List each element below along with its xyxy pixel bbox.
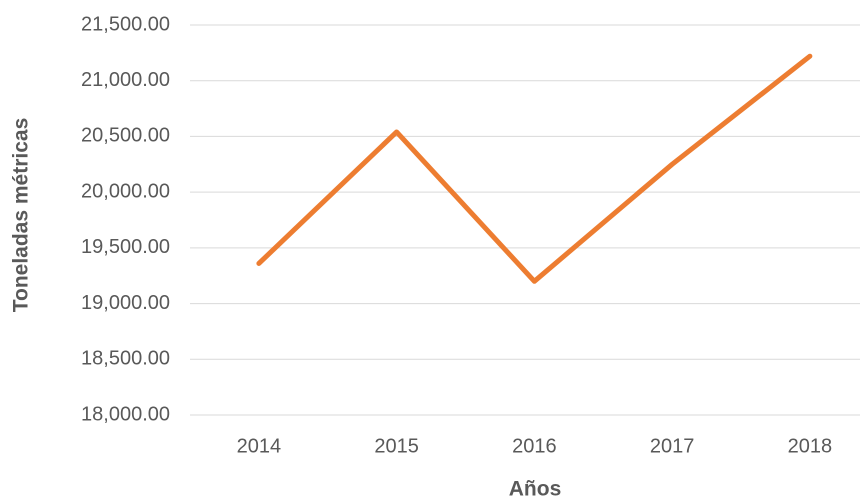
x-tick-label: 2018 [788, 435, 833, 457]
y-tick-label: 18,000.00 [81, 403, 170, 425]
x-tick-label: 2014 [237, 435, 282, 457]
y-tick-label: 21,500.00 [81, 13, 170, 35]
y-tick-label: 19,500.00 [81, 236, 170, 258]
x-tick-label: 2016 [512, 435, 557, 457]
line [256, 53, 813, 284]
x-tick-label: 2017 [650, 435, 695, 457]
y-tick-label: 19,000.00 [81, 292, 170, 314]
x-axis-title: Años [509, 478, 562, 501]
y-axis-title: Toneladas métricas [10, 118, 33, 313]
y-tick-label: 21,000.00 [81, 69, 170, 91]
x-tick-label: 2015 [374, 435, 419, 457]
y-tick-label: 20,000.00 [81, 180, 170, 202]
y-tick-label: 18,500.00 [81, 348, 170, 370]
y-tick-label: 20,500.00 [81, 125, 170, 147]
